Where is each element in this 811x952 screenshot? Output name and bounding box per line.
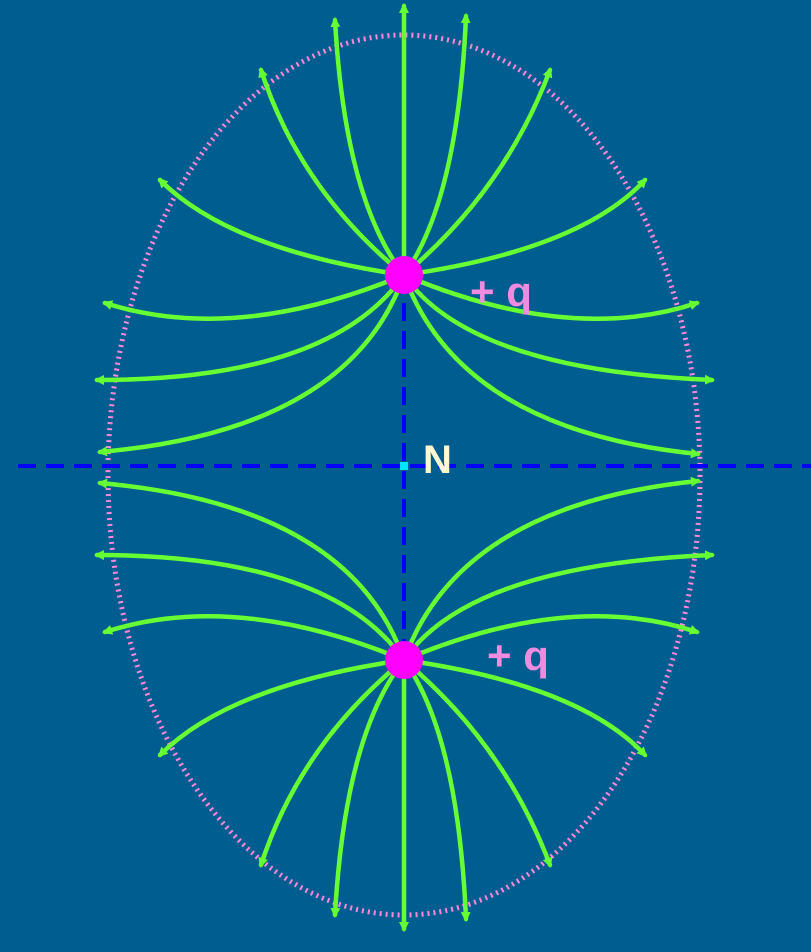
field-line-bottom-8	[401, 614, 700, 663]
field-line-top-1	[330, 17, 407, 278]
field-line-bottom-6	[401, 657, 648, 758]
field-line-top-8	[401, 272, 700, 321]
field-line-top-2	[401, 13, 471, 278]
field-line-top-6	[401, 177, 648, 278]
field-line-top-12	[401, 272, 701, 459]
charge-bottom-label: + q	[487, 632, 549, 679]
field-line-bottom-11	[97, 478, 407, 663]
field-line-top-3	[258, 67, 407, 278]
field-line-bottom-2	[401, 657, 471, 922]
field-line-bottom-10	[401, 550, 715, 663]
field-line-bottom-5	[157, 657, 407, 758]
field-line-top-7	[102, 272, 407, 321]
field-line-top-5	[157, 177, 407, 278]
charge-top-label: + q	[470, 268, 532, 315]
field-line-top-4	[401, 67, 553, 278]
field-line-bottom-4	[401, 657, 553, 868]
field-line-bottom-3	[258, 657, 407, 868]
field-line-top-11	[97, 272, 407, 457]
point-n-marker	[400, 462, 408, 470]
field-line-top-9	[94, 272, 407, 385]
charge-top	[385, 256, 423, 294]
charge-bottom	[385, 641, 423, 679]
field-lines-group	[94, 3, 715, 932]
field-line-bottom-9	[94, 550, 407, 663]
field-line-bottom-12	[401, 476, 701, 663]
field-line-bottom-7	[102, 614, 407, 663]
field-line-bottom-1	[330, 657, 407, 918]
point-n-label: N	[423, 438, 452, 482]
field-line-top-10	[401, 272, 715, 385]
